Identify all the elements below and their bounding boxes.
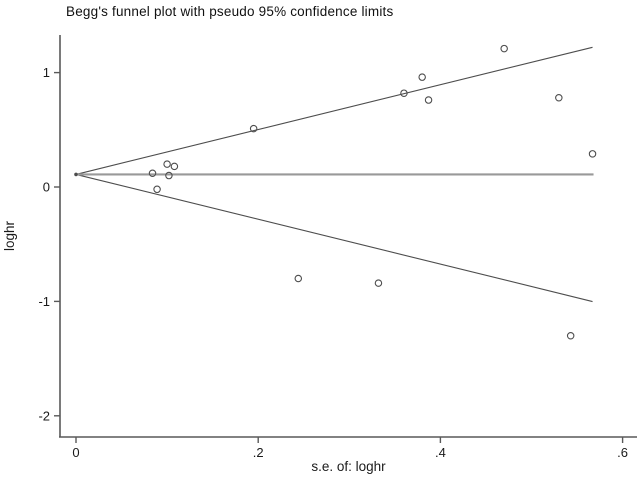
chart-title: Begg's funnel plot with pseudo 95% confi… — [66, 4, 394, 19]
upper-limit-line — [75, 46, 593, 175]
data-point — [153, 185, 161, 194]
data-point — [400, 89, 408, 97]
data-point — [424, 96, 433, 104]
x-tick-label: .2 — [253, 445, 264, 460]
data-point — [249, 124, 258, 133]
y-axis-title: loghr — [2, 220, 17, 251]
data-point — [500, 44, 508, 53]
y-tick-label: -2 — [38, 408, 50, 423]
data-point — [148, 169, 157, 178]
data-point — [170, 162, 179, 171]
data-point — [165, 171, 173, 180]
data-point — [555, 94, 563, 102]
data-point — [294, 274, 303, 283]
y-tick-label: 0 — [43, 180, 50, 195]
lower-limit-line — [75, 173, 593, 303]
x-tick-label: 0 — [72, 445, 79, 460]
data-point — [418, 73, 426, 81]
data-point — [374, 279, 383, 287]
y-tick-label: -1 — [38, 294, 50, 309]
x-axis-title: s.e. of: loghr — [311, 459, 386, 474]
apex-dot — [74, 172, 78, 177]
data-point — [163, 160, 171, 168]
x-tick-label: .4 — [435, 445, 446, 460]
y-tick-label: 1 — [43, 65, 50, 80]
data-point — [566, 331, 575, 340]
data-point — [588, 150, 597, 158]
x-tick-label: .6 — [617, 445, 628, 460]
